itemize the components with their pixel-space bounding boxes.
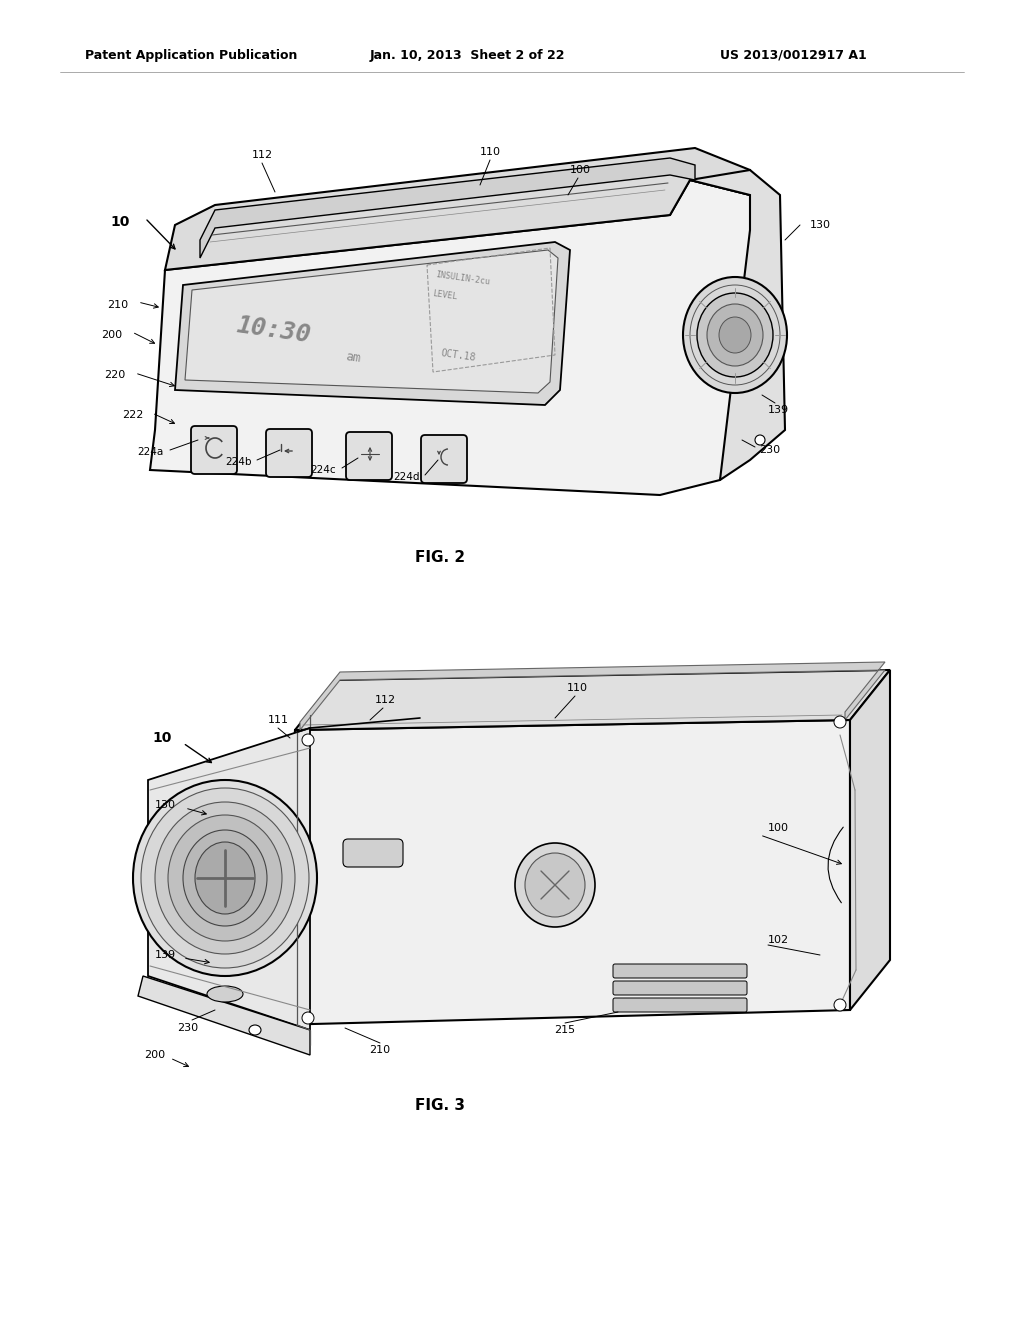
FancyBboxPatch shape xyxy=(421,436,467,483)
Ellipse shape xyxy=(719,317,751,352)
Ellipse shape xyxy=(168,814,282,941)
Text: 112: 112 xyxy=(375,696,395,705)
Ellipse shape xyxy=(683,277,787,393)
Polygon shape xyxy=(165,148,750,271)
Polygon shape xyxy=(275,719,850,1026)
Text: 111: 111 xyxy=(267,715,289,725)
Text: 224d: 224d xyxy=(394,473,420,482)
Ellipse shape xyxy=(302,1012,314,1024)
Text: 220: 220 xyxy=(104,370,126,380)
Text: FIG. 2: FIG. 2 xyxy=(415,550,465,565)
Text: US 2013/0012917 A1: US 2013/0012917 A1 xyxy=(720,49,866,62)
Ellipse shape xyxy=(195,842,255,913)
Polygon shape xyxy=(138,975,310,1055)
Ellipse shape xyxy=(141,788,309,968)
Ellipse shape xyxy=(207,986,243,1002)
Ellipse shape xyxy=(302,734,314,746)
Ellipse shape xyxy=(183,830,267,927)
Polygon shape xyxy=(148,729,310,1030)
FancyBboxPatch shape xyxy=(613,981,746,995)
Polygon shape xyxy=(295,671,890,730)
Text: 200: 200 xyxy=(101,330,123,341)
Text: 210: 210 xyxy=(108,300,129,310)
Text: OCT.18: OCT.18 xyxy=(440,347,476,363)
Text: 100: 100 xyxy=(569,165,591,176)
Text: 210: 210 xyxy=(370,1045,390,1055)
Polygon shape xyxy=(185,249,558,393)
Text: 10: 10 xyxy=(153,731,172,744)
Text: 139: 139 xyxy=(767,405,788,414)
Text: 10: 10 xyxy=(111,215,130,228)
Text: 224c: 224c xyxy=(310,465,336,475)
Polygon shape xyxy=(150,180,755,495)
Text: Patent Application Publication: Patent Application Publication xyxy=(85,49,297,62)
Text: 222: 222 xyxy=(122,411,143,420)
Text: INSULIN-2cu: INSULIN-2cu xyxy=(435,269,490,286)
Text: 230: 230 xyxy=(760,445,780,455)
Ellipse shape xyxy=(525,853,585,917)
Polygon shape xyxy=(690,170,785,480)
Polygon shape xyxy=(175,242,570,405)
FancyBboxPatch shape xyxy=(613,998,746,1012)
Text: 112: 112 xyxy=(252,150,272,160)
Ellipse shape xyxy=(133,780,317,975)
Ellipse shape xyxy=(834,999,846,1011)
Ellipse shape xyxy=(155,803,295,954)
Text: FIG. 3: FIG. 3 xyxy=(415,1097,465,1113)
FancyBboxPatch shape xyxy=(613,964,746,978)
Text: 130: 130 xyxy=(810,220,830,230)
Text: 110: 110 xyxy=(566,682,588,693)
Text: LEVEL: LEVEL xyxy=(432,289,458,301)
Polygon shape xyxy=(850,671,890,1010)
FancyBboxPatch shape xyxy=(191,426,237,474)
Text: 200: 200 xyxy=(144,1049,166,1060)
Text: 215: 215 xyxy=(554,1026,575,1035)
Text: 230: 230 xyxy=(177,1023,199,1034)
Text: 224b: 224b xyxy=(224,457,251,467)
Ellipse shape xyxy=(249,1026,261,1035)
FancyBboxPatch shape xyxy=(266,429,312,477)
Text: 110: 110 xyxy=(479,147,501,157)
Ellipse shape xyxy=(834,715,846,729)
FancyBboxPatch shape xyxy=(346,432,392,480)
Ellipse shape xyxy=(697,293,773,378)
Text: 10:30: 10:30 xyxy=(234,313,312,347)
Polygon shape xyxy=(300,663,885,730)
Text: 102: 102 xyxy=(767,935,788,945)
Ellipse shape xyxy=(755,436,765,445)
Text: am: am xyxy=(345,351,361,366)
Ellipse shape xyxy=(707,304,763,366)
Ellipse shape xyxy=(515,843,595,927)
Text: 224a: 224a xyxy=(137,447,163,457)
Text: 139: 139 xyxy=(155,950,175,960)
Polygon shape xyxy=(200,158,695,257)
Text: Jan. 10, 2013  Sheet 2 of 22: Jan. 10, 2013 Sheet 2 of 22 xyxy=(370,49,565,62)
FancyBboxPatch shape xyxy=(343,840,403,867)
Text: 130: 130 xyxy=(155,800,175,810)
Text: 100: 100 xyxy=(768,822,788,833)
